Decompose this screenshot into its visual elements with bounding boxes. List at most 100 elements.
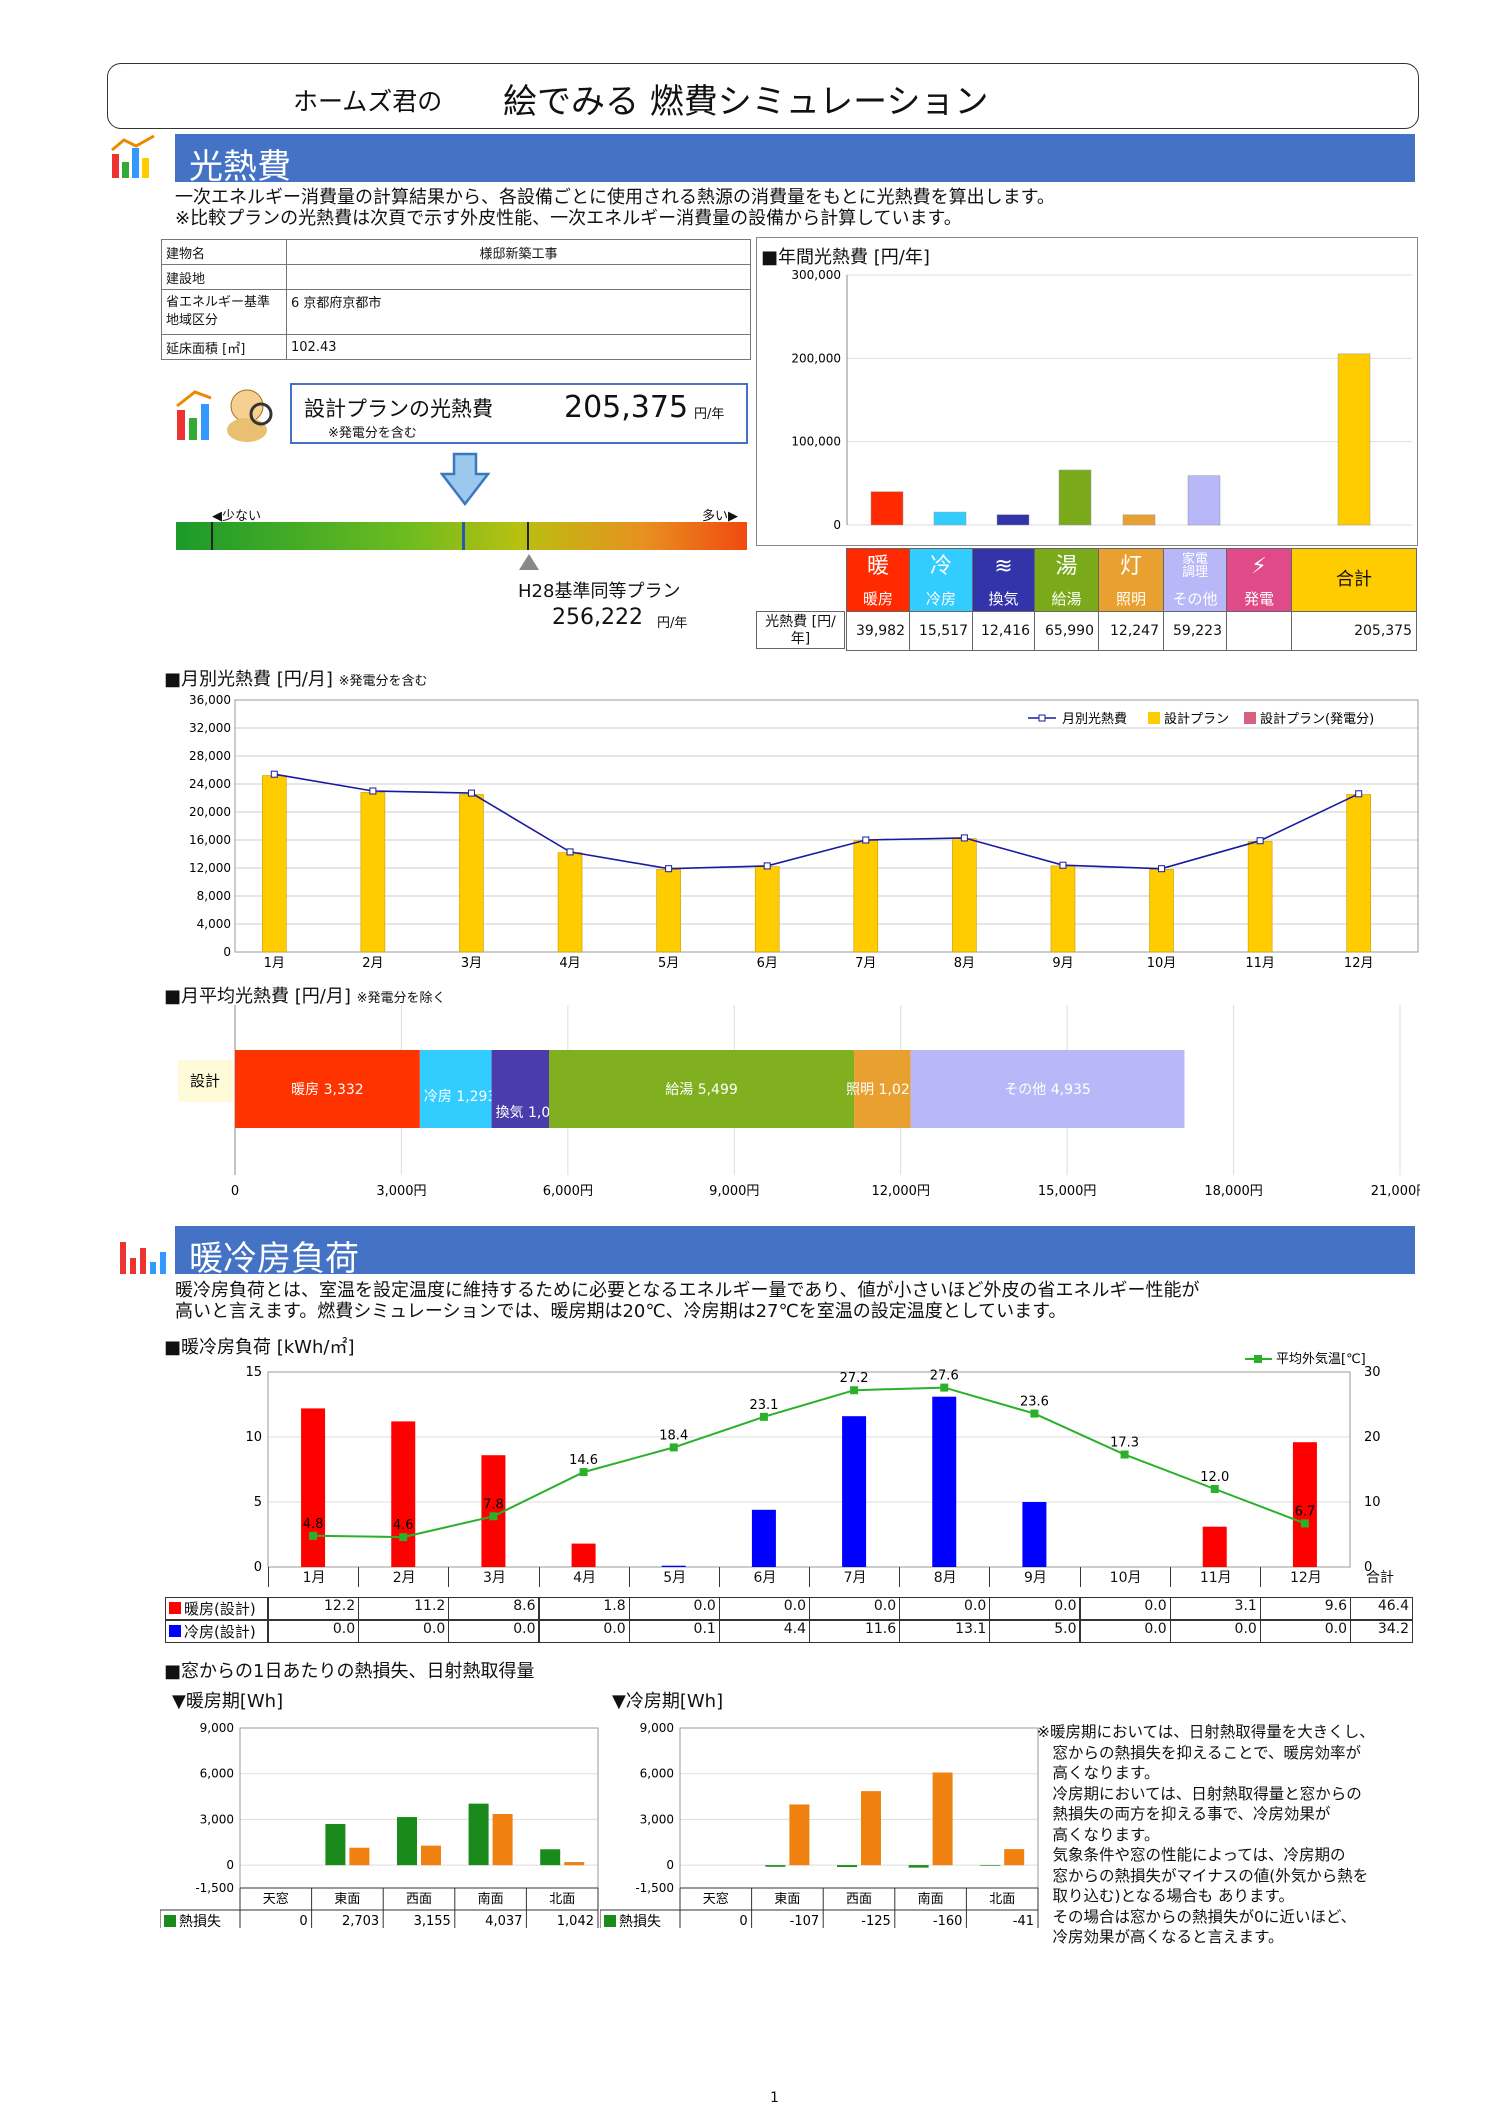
page-title: 絵でみる 燃費シミュレーション	[503, 82, 989, 122]
x-tick-label: 0	[231, 1184, 239, 1199]
y-tick-label: 0	[223, 945, 231, 959]
y-tick-label: 12,000	[189, 861, 231, 875]
month-label: 9月	[1052, 956, 1073, 971]
annual-cost-chart: ■年間光熱費 [円/年] 300,000 200,000 100,000 0	[756, 237, 1418, 546]
month-label: 8月	[954, 956, 975, 971]
section-title: 暖冷房負荷	[189, 1239, 359, 1279]
legend-marker	[1038, 714, 1046, 722]
category-label: 南面	[478, 1891, 504, 1907]
y2-tick-label: 20	[1364, 1430, 1381, 1445]
load-value: 13.1	[899, 1620, 991, 1643]
load-value: 0.0	[899, 1597, 991, 1620]
temp-point	[759, 1412, 768, 1421]
category-icon-冷房: 冷冷房	[909, 548, 973, 612]
temp-point	[579, 1468, 588, 1477]
temp-label: 23.6	[1020, 1395, 1049, 1410]
avg-segment-label: 給湯 5,499	[665, 1081, 738, 1098]
month-label: 3月	[448, 1567, 539, 1587]
month-label: 10月	[1079, 1567, 1171, 1587]
annual-chart-svg: 300,000 200,000 100,000 0	[791, 268, 1412, 532]
y-tick-label: 10	[245, 1430, 262, 1445]
plot-frame	[267, 1371, 1351, 1568]
avg-note: ※発電分を除く	[356, 991, 446, 1006]
solar-bar	[564, 1862, 585, 1866]
gauge-low-text: 少ない	[222, 509, 262, 524]
load-chart-title: ■暖冷房負荷 [kWh/㎡]	[164, 1337, 355, 1358]
plot-frame	[679, 1727, 1039, 1889]
temp-point	[399, 1533, 408, 1542]
total-header: 合計	[1366, 1570, 1394, 1586]
info-value: 102.43	[286, 334, 751, 360]
plan-cost-value: 205,375	[564, 390, 689, 425]
load-value: 11.2	[358, 1597, 450, 1620]
monthly-point	[270, 770, 278, 778]
month-label: 9月	[989, 1567, 1080, 1587]
temp-line	[313, 1386, 1306, 1539]
y-tick-label: 32,000	[189, 721, 231, 735]
category-label: 北面	[549, 1892, 575, 1907]
x-tick-label: 21,000円	[1371, 1184, 1420, 1199]
heating-bar	[571, 1543, 596, 1567]
info-value	[286, 264, 751, 290]
loss-bar	[325, 1823, 346, 1866]
category-name: 冷房	[925, 590, 956, 608]
load-value: 1.8	[538, 1597, 630, 1620]
avg-segment	[854, 1050, 911, 1128]
month-label: 5月	[628, 1567, 720, 1587]
y-tick-label: 8,000	[197, 889, 231, 903]
monthly-point	[1059, 861, 1067, 869]
temp-label: 27.2	[840, 1371, 869, 1386]
solar-bar	[421, 1845, 441, 1866]
cooling-bar	[661, 1565, 686, 1567]
month-label: 4月	[538, 1567, 630, 1587]
avg-segment	[235, 1050, 420, 1128]
icon-発電-icon: ⚡	[1251, 554, 1267, 579]
loss-bar	[837, 1865, 857, 1868]
y2-tick-label: 10	[1364, 1495, 1381, 1510]
plan-cost-unit: 円/年	[694, 407, 725, 422]
gauge-tick	[211, 522, 213, 550]
ref-plan-label: H28基準同等プラン	[518, 581, 681, 602]
temp-label: 23.1	[749, 1398, 778, 1413]
legend-swatch	[169, 1625, 181, 1637]
monthly-bar	[1247, 841, 1273, 953]
y-tick-label: 3,000	[640, 1812, 674, 1826]
load-value: 0.0	[448, 1620, 540, 1643]
avg-segment	[910, 1050, 1185, 1128]
category-name: 暖房	[862, 590, 893, 608]
month-label: 1月	[264, 956, 285, 971]
category-value: 65,990	[1034, 611, 1099, 651]
annual-chart-title: ■年間光熱費 [円/年]	[761, 247, 930, 268]
monthly-bar	[1050, 865, 1076, 953]
temp-label: 12.0	[1200, 1470, 1229, 1485]
icon-暖房-icon: 暖	[866, 554, 889, 579]
row-label-bg	[178, 1060, 233, 1102]
category-value: 59,223	[1163, 611, 1227, 651]
window-section-title: ■窓からの1日あたりの熱損失、日射熱取得量	[164, 1661, 535, 1682]
category-name: 給湯	[1051, 590, 1082, 608]
monthly-point	[960, 834, 968, 842]
monthly-point	[467, 789, 475, 797]
note-line: 冷房効果が高くなると言えます。	[1037, 1928, 1284, 1946]
title-box: ホームズ君の 絵でみる 燃費シミュレーション	[107, 63, 1419, 129]
chart-icon	[111, 134, 155, 178]
monthly-point	[1158, 865, 1166, 873]
monthly-point	[1355, 790, 1363, 798]
x-tick-label: 12,000円	[871, 1184, 930, 1199]
monthly-bar	[459, 794, 484, 953]
temp-label: 18.4	[659, 1428, 688, 1443]
avg-segment-label: 冷房 1,293	[424, 1089, 497, 1105]
monthly-title-text: ■月別光熱費 [円/月]	[164, 669, 333, 690]
solar-bar	[932, 1772, 953, 1866]
loss-bar	[980, 1865, 1001, 1866]
load-value: 4.4	[718, 1620, 810, 1643]
monthly-bar	[1346, 794, 1372, 953]
legend-swatch	[164, 1915, 176, 1927]
y-tick-label: 0	[254, 1560, 262, 1575]
cooling-bar	[751, 1509, 776, 1567]
month-label: 10月	[1147, 956, 1177, 971]
desc-line: ※比較プランの光熱費は次頁で示す外皮性能、一次エネルギー消費量の設備から計算して…	[175, 208, 962, 229]
y-tick-label: 3,000	[200, 1812, 234, 1826]
temp-point	[940, 1383, 949, 1392]
solar-bar	[861, 1791, 881, 1866]
